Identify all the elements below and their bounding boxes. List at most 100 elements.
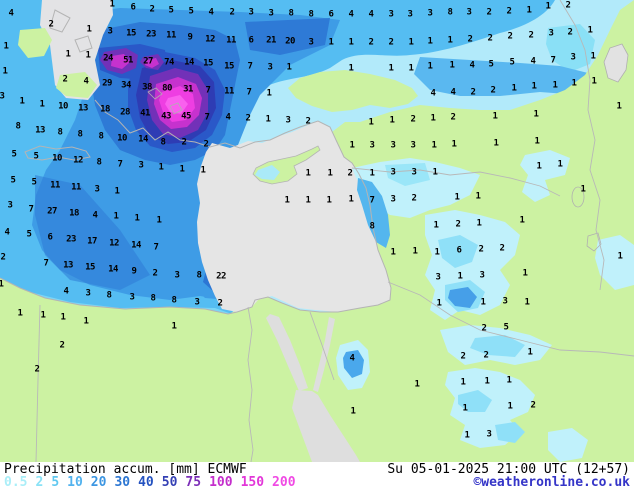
precip-value: 4 [349,353,355,364]
precip-value: 1 [350,406,356,417]
precip-value: 34 [121,80,131,91]
precip-value: 1 [480,297,486,308]
precip-value: 2 [34,364,40,375]
precip-value: 1 [507,401,513,412]
precip-value: 1 [349,140,355,151]
precip-value: 9 [131,266,137,277]
precip-value: 2 [506,6,512,17]
precip-value: 1 [200,165,206,176]
precip-value: 23 [146,29,156,40]
precip-value: 3 [410,140,416,151]
precip-value: 11 [226,35,236,46]
precip-value: 4 [4,227,10,238]
precip-value: 5 [188,6,194,17]
precip-value: 3 [129,292,135,303]
precip-value: 1 [552,80,558,91]
precip-value: 24 [103,53,113,64]
precip-value: 3 [390,140,396,151]
precip-value: 13 [63,260,73,271]
precip-value: 3 [138,160,144,171]
precip-value: 8 [106,290,112,301]
precip-value: 3 [308,37,314,48]
precip-value: 8 [369,221,375,232]
precip-value: 3 [174,270,180,281]
precip-value: 2 [229,7,235,18]
precip-value: 8 [96,157,102,168]
precip-value: 13 [78,103,88,114]
precip-value: 8 [447,7,453,18]
precip-value: 1 [536,161,542,172]
precip-value: 23 [66,234,76,245]
credit-link[interactable]: ©weatheronline.co.uk [473,475,630,490]
precip-value: 1 [616,101,622,112]
precip-value: 21 [266,35,276,46]
precip-value: 5 [168,5,174,16]
precip-value: 1 [328,37,334,48]
precip-value: 1 [427,61,433,72]
precip-value: 8 [171,295,177,306]
precip-value: 2 [410,114,416,125]
precip-value: 7 [43,258,49,269]
precip-value: 38 [142,82,152,93]
caption-bar: Precipitation accum. [mm] ECMWF Su 05-01… [0,462,634,490]
precip-value: 1 [414,379,420,390]
precip-value: 1 [533,109,539,120]
precip-value: 8 [196,270,202,281]
precip-value: 3 [94,184,100,195]
precip-value: 2 [59,340,65,351]
precip-value: 2 [507,31,513,42]
precip-value: 1 [348,63,354,74]
precip-value: 4 [63,286,69,297]
precip-value: 4 [8,8,14,19]
legend-value: 200 [272,475,296,490]
map-graphic [0,0,634,462]
precip-value: 5 [488,59,494,70]
precip-value: 1 [348,194,354,205]
precip-value: 51 [123,55,133,66]
precip-value: 3 [7,200,13,211]
precip-value: 1 [457,271,463,282]
precip-value: 2 [455,219,461,230]
precip-value: 2 [368,37,374,48]
precip-value: 3 [194,297,200,308]
precip-value: 1 [545,1,551,12]
legend-scale: 0.5 2 5 10 20 30 40 50 75 100 150 200 [4,476,296,489]
precip-value: 3 [435,272,441,283]
precip-value: 8 [98,131,104,142]
precip-value: 45 [181,111,191,122]
caption-row-1: Precipitation accum. [mm] ECMWF Su 05-01… [4,463,630,476]
precip-value: 3 [285,115,291,126]
precip-value: 1 [171,321,177,332]
precip-value: 1 [534,136,540,147]
precip-value: 7 [246,87,252,98]
precip-value: 10 [52,153,62,164]
precip-value: 3 [107,26,113,37]
precip-value: 10 [58,101,68,112]
precip-value: 10 [117,133,127,144]
precip-value: 4 [469,60,475,71]
precip-value: 1 [476,218,482,229]
precip-value: 2 [347,168,353,179]
legend-value: 100 [209,475,233,490]
precip-value: 2 [305,116,311,127]
precip-value: 14 [184,57,194,68]
borders [35,0,634,462]
precip-value: 4 [430,88,436,99]
precip-value: 2 [460,351,466,362]
precip-value: 3 [570,52,576,63]
precip-value: 3 [267,62,273,73]
precip-value: 13 [35,125,45,136]
precip-value: 3 [388,9,394,20]
precip-value: 12 [205,34,215,45]
legend-value: 2 [35,475,44,490]
precip-value: 3 [390,167,396,178]
precip-value: 14 [108,264,118,275]
precip-value: 1 [86,24,92,35]
precip-value: 11 [71,182,81,193]
legend-value: 5 [51,475,60,490]
precip-value: 3 [407,9,413,20]
precip-value: 1 [427,36,433,47]
precip-value: 2 [567,27,573,38]
precip-value: 5 [26,229,32,240]
precip-value: 1 [451,139,457,150]
